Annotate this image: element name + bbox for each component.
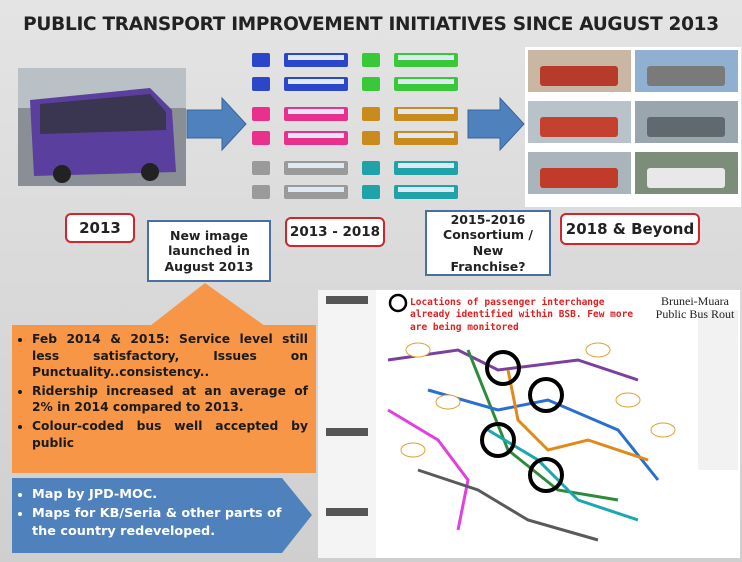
stop-label [436, 395, 460, 409]
interchange-marker [530, 379, 562, 411]
bus-window [288, 55, 344, 60]
photo-bus [540, 117, 618, 137]
wheel [141, 163, 159, 181]
bus-window [288, 133, 344, 138]
map-legend [698, 310, 738, 470]
callout-pointer [150, 283, 265, 326]
bullet: Ridership increased at an average of 2% … [32, 383, 308, 416]
callout: Feb 2014 & 2015: Service level still les… [12, 325, 316, 473]
bus-window [288, 163, 344, 168]
arrow [468, 98, 524, 150]
wheel [53, 165, 71, 183]
bullet-list: Feb 2014 & 2015: Service level still les… [18, 331, 308, 451]
bus-window [288, 187, 344, 192]
photo-bus [540, 168, 618, 188]
map-title: Brunei-Muara Public Bus Rout [650, 295, 740, 321]
bus-window [398, 187, 454, 192]
bus-window [288, 109, 344, 114]
bus-window [288, 79, 344, 84]
stop-label [616, 393, 640, 407]
map-sidebar-header [326, 508, 368, 516]
stop-label [651, 423, 675, 437]
bus-front [252, 161, 270, 175]
bus-window [398, 55, 454, 60]
bus-front [362, 53, 380, 67]
stop-label [406, 343, 430, 357]
bullet: Map by JPD-MOC. [32, 486, 282, 503]
slide: PUBLIC TRANSPORT IMPROVEMENT INITIATIVES… [0, 0, 742, 562]
bus-route [418, 470, 598, 540]
bus-front [362, 185, 380, 199]
timeline-box: 2018 & Beyond [560, 213, 700, 245]
bus-front [252, 185, 270, 199]
stop-label [586, 343, 610, 357]
bullet: Maps for KB/Seria & other parts of the c… [32, 505, 282, 540]
map-note: Map by JPD-MOC. Maps for KB/Seria & other… [12, 478, 312, 553]
photo-bus [647, 117, 725, 137]
bus-window [398, 79, 454, 84]
bus-front [362, 77, 380, 91]
map-sidebar-header [326, 428, 368, 436]
legend-circle [390, 295, 406, 311]
bus-route [508, 370, 648, 460]
bus-window [398, 109, 454, 114]
map-sidebar [318, 290, 376, 558]
photo-bus [540, 66, 618, 86]
photo-bus [647, 168, 725, 188]
timeline-box: 2013 [65, 213, 135, 243]
bus-front [252, 107, 270, 121]
interchange-marker [530, 459, 562, 491]
bullet-list: Map by JPD-MOC. Maps for KB/Seria & other… [18, 486, 282, 540]
bus-window [398, 133, 454, 138]
timeline-box: 2015-2016 Consortium / New Franchise? [425, 210, 551, 276]
bus-front [362, 107, 380, 121]
bus-window [398, 163, 454, 168]
bullet: Feb 2014 & 2015: Service level still les… [32, 331, 308, 381]
bus-front [252, 53, 270, 67]
timeline-box: 2013 - 2018 [285, 217, 385, 247]
arrow [187, 98, 246, 150]
timeline-box: New image launched in August 2013 [147, 220, 271, 282]
stop-label [401, 443, 425, 457]
bus-grid [252, 53, 458, 199]
map-sidebar-header [326, 296, 368, 304]
map-legend-note: Locations of passenger interchange alrea… [410, 297, 650, 334]
bullet: Colour-coded bus well accepted by public [32, 418, 308, 451]
photo-bus [647, 66, 725, 86]
bus-front [252, 131, 270, 145]
bus-front [252, 77, 270, 91]
bus-route [388, 410, 468, 530]
bus-front [362, 131, 380, 145]
bus-front [362, 161, 380, 175]
